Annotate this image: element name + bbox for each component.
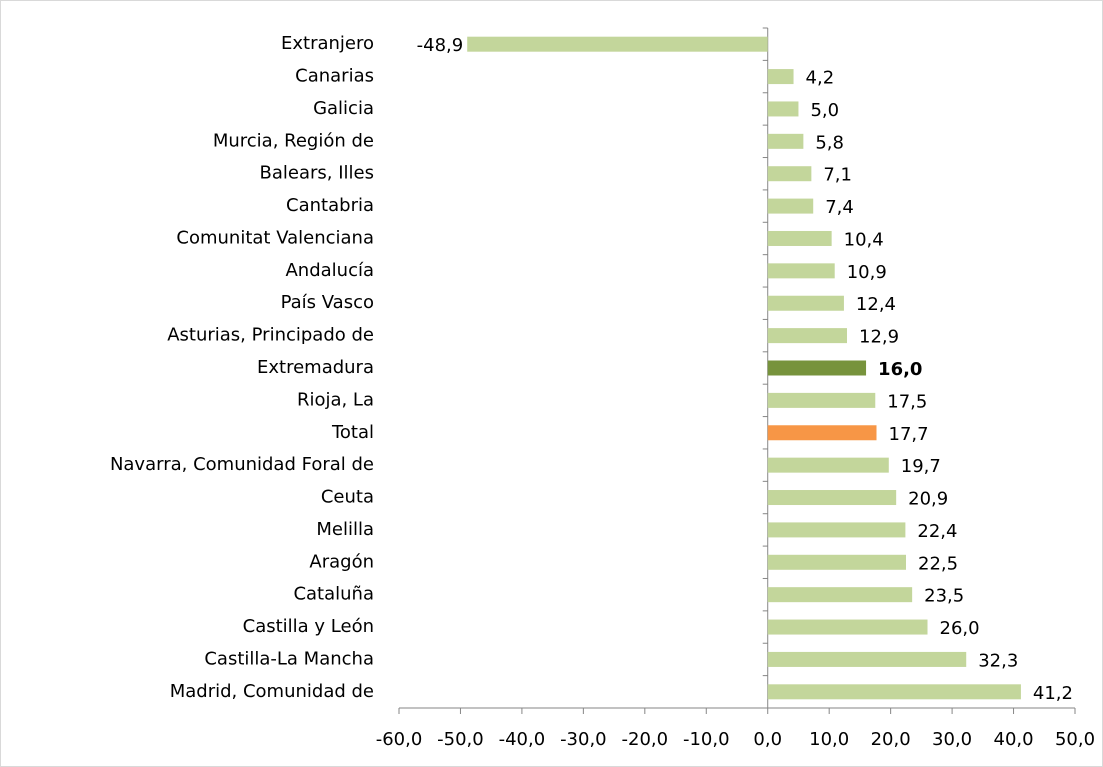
bar: [767, 295, 844, 311]
bar: [767, 554, 906, 570]
value-label: 16,0: [878, 359, 922, 380]
y-tick-label: Total: [331, 422, 374, 443]
bar: [767, 166, 812, 182]
x-tick-label: 20,0: [871, 729, 911, 750]
y-tick-label: Rioja, La: [297, 389, 374, 410]
y-tick-label: Cantabria: [286, 195, 374, 216]
y-tick-label: Cataluña: [293, 584, 374, 605]
bar: [767, 490, 897, 506]
y-tick-label: Asturias, Principado de: [167, 325, 374, 346]
bar: [767, 69, 794, 85]
bar: [767, 684, 1021, 700]
x-tick-label: 10,0: [809, 729, 849, 750]
bar: [467, 36, 768, 52]
y-tick-label: Canarias: [295, 66, 374, 87]
y-tick-label: Aragón: [309, 551, 374, 572]
value-label: 22,5: [918, 553, 958, 574]
bar: [767, 651, 967, 667]
x-tick-label: -10,0: [683, 729, 730, 750]
value-label: 17,5: [887, 391, 927, 412]
y-tick-label: Extremadura: [257, 357, 374, 378]
y-tick-label: Extranjero: [281, 33, 374, 54]
bar: [767, 522, 906, 538]
value-label: 5,8: [815, 132, 844, 153]
value-label: 20,9: [908, 489, 948, 510]
bar: [767, 457, 889, 473]
x-tick-label: 50,0: [1055, 729, 1095, 750]
x-tick-label: 0,0: [753, 729, 782, 750]
x-tick-label: -20,0: [622, 729, 669, 750]
y-tick-label: Castilla-La Mancha: [204, 648, 374, 669]
bar: [767, 392, 876, 408]
y-tick-label: Murcia, Región de: [213, 130, 374, 151]
value-label: 7,1: [823, 165, 852, 186]
bar: [767, 133, 804, 149]
x-tick-label: -50,0: [437, 729, 484, 750]
value-label: 22,4: [917, 521, 957, 542]
value-label: 41,2: [1033, 683, 1073, 704]
value-label: 17,7: [889, 424, 929, 445]
bar: [767, 230, 832, 246]
value-label: 5,0: [810, 100, 839, 121]
bar: [767, 328, 848, 344]
value-label: 19,7: [901, 456, 941, 477]
value-label: 32,3: [978, 650, 1018, 671]
value-label: 10,4: [844, 229, 884, 250]
value-label: 7,4: [825, 197, 854, 218]
value-label: 12,4: [856, 294, 896, 315]
y-tick-label: Balears, Illes: [260, 163, 374, 184]
y-tick-label: Galicia: [313, 98, 374, 119]
x-tick-label: 40,0: [994, 729, 1034, 750]
y-tick-label: Navarra, Comunidad Foral de: [110, 454, 374, 475]
bar: [767, 425, 877, 441]
x-tick-label: -40,0: [499, 729, 546, 750]
x-tick-label: -30,0: [560, 729, 607, 750]
value-label: 10,9: [847, 262, 887, 283]
y-tick-label: Melilla: [316, 519, 374, 540]
value-label: 26,0: [940, 618, 980, 639]
y-tick-label: Madrid, Comunidad de: [170, 681, 374, 702]
y-tick-label: País Vasco: [281, 292, 374, 313]
bar: [767, 587, 913, 603]
bar: [767, 360, 867, 376]
value-label: 4,2: [806, 68, 835, 89]
y-tick-label: Ceuta: [321, 487, 374, 508]
value-label: -48,9: [417, 35, 464, 56]
bar: [767, 198, 814, 214]
bar: [767, 263, 835, 279]
x-tick-label: -60,0: [376, 729, 423, 750]
value-label: 12,9: [859, 327, 899, 348]
y-tick-label: Andalucía: [285, 260, 374, 281]
bar: [767, 619, 928, 635]
x-tick-label: 30,0: [932, 729, 972, 750]
y-tick-label: Castilla y León: [243, 616, 374, 637]
y-tick-label: Comunitat Valenciana: [176, 227, 374, 248]
bar: [767, 101, 799, 117]
value-label: 23,5: [924, 586, 964, 607]
